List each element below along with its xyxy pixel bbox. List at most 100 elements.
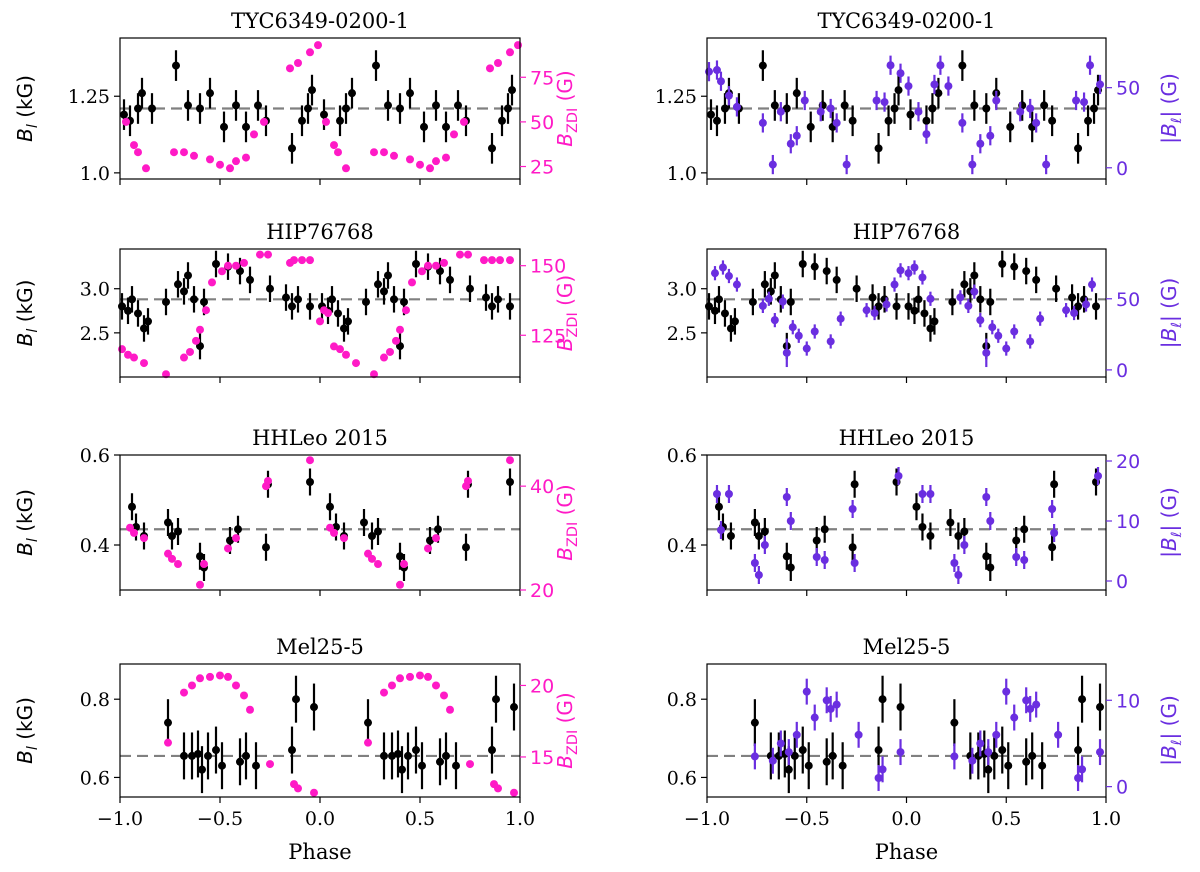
data-point (1078, 765, 1087, 774)
data-point (344, 317, 352, 326)
y2-tick-label: 0 (1116, 777, 1128, 799)
data-point (216, 671, 224, 680)
data-point (990, 751, 999, 760)
data-point (416, 671, 424, 680)
data-point (826, 704, 835, 713)
data-point (1012, 553, 1021, 561)
series-bl (118, 250, 514, 360)
data-point (878, 695, 887, 704)
y2-axis-label-text: BZDI (G) (553, 70, 581, 146)
data-point (180, 688, 188, 697)
data-point (452, 761, 460, 770)
data-point (148, 104, 156, 113)
data-point (134, 309, 142, 318)
data-point (308, 86, 316, 95)
panel-6: Mel25-5−1.0 −0.5 0.0 0.5 1.0Phase0.60.81520B… (13, 635, 581, 864)
axes-frame (119, 248, 521, 378)
data-point (1026, 104, 1035, 113)
data-point (820, 556, 829, 564)
y-tick-label: 0.6 (667, 445, 697, 467)
data-point (758, 61, 767, 70)
panel-3: HIP76768 2.5 3.0 0 50 |Bℓ| (G) (667, 220, 1185, 383)
data-point (310, 788, 318, 797)
data-point (306, 302, 314, 311)
data-point (764, 294, 773, 303)
y2-axis-label-text: |Bℓ| (G) (1157, 278, 1185, 348)
data-point (732, 102, 741, 111)
data-point (904, 82, 913, 91)
data-point (1082, 300, 1091, 309)
data-point (370, 370, 378, 379)
data-point (720, 309, 729, 318)
data-point (326, 502, 334, 511)
data-point (510, 703, 518, 712)
data-point (494, 58, 502, 67)
data-point (976, 316, 985, 325)
data-point (714, 502, 723, 511)
series-abs-bl (710, 260, 1097, 368)
panel-title: Mel25-5 (863, 635, 951, 659)
data-point (306, 456, 314, 465)
data-point (322, 117, 330, 126)
data-point (494, 784, 502, 793)
data-point (964, 301, 973, 310)
data-point (434, 525, 442, 534)
data-point (250, 130, 258, 139)
data-point (384, 101, 392, 110)
data-point (812, 553, 821, 561)
data-point (976, 139, 985, 148)
data-point (330, 342, 338, 351)
data-point (868, 293, 877, 302)
data-point (224, 261, 232, 270)
series-bzdi (118, 250, 514, 379)
data-point (926, 294, 935, 303)
data-point (432, 157, 440, 166)
data-point (1020, 556, 1029, 564)
data-point (894, 86, 903, 95)
y2-axis-label-text: BZDI (G) (553, 275, 581, 351)
series-bl (706, 50, 1103, 164)
data-point (446, 275, 454, 284)
data-point (232, 101, 240, 110)
data-point (1096, 703, 1105, 712)
data-point (168, 532, 176, 540)
data-point (896, 748, 905, 757)
data-point (1026, 337, 1035, 346)
data-point (890, 104, 899, 113)
data-point (212, 746, 220, 755)
data-point (506, 256, 514, 265)
y2-tick-label: 50 (1116, 289, 1140, 311)
x-tick-label: 0.0 (891, 808, 921, 830)
data-point (388, 681, 396, 690)
data-point (776, 107, 785, 116)
panel-title: TYC6349-0200-1 (231, 9, 409, 33)
data-point (118, 345, 126, 354)
data-point (930, 80, 939, 89)
data-point (224, 544, 232, 553)
data-point (754, 532, 763, 540)
y-axis-label: Bl (kG) (13, 489, 41, 556)
data-point (140, 324, 148, 333)
y2-tick-label: 150 (530, 256, 566, 278)
data-point (786, 563, 795, 572)
data-point (1010, 262, 1019, 271)
data-point (288, 746, 296, 755)
data-point (792, 89, 801, 98)
data-point (306, 48, 314, 57)
data-point (1074, 144, 1083, 153)
data-point (246, 275, 254, 284)
y-tick-label: 0.8 (667, 689, 697, 711)
data-point (164, 738, 172, 747)
data-point (968, 756, 977, 765)
data-point (970, 271, 979, 280)
y-axis-label-text: Bl (kG) (13, 75, 41, 142)
data-point (202, 306, 210, 315)
data-point (776, 739, 785, 748)
data-point (514, 41, 522, 50)
data-point (506, 48, 514, 57)
data-point (130, 528, 138, 537)
data-point (874, 302, 883, 311)
data-point (314, 41, 322, 50)
data-point (164, 518, 172, 527)
data-point (806, 122, 815, 131)
